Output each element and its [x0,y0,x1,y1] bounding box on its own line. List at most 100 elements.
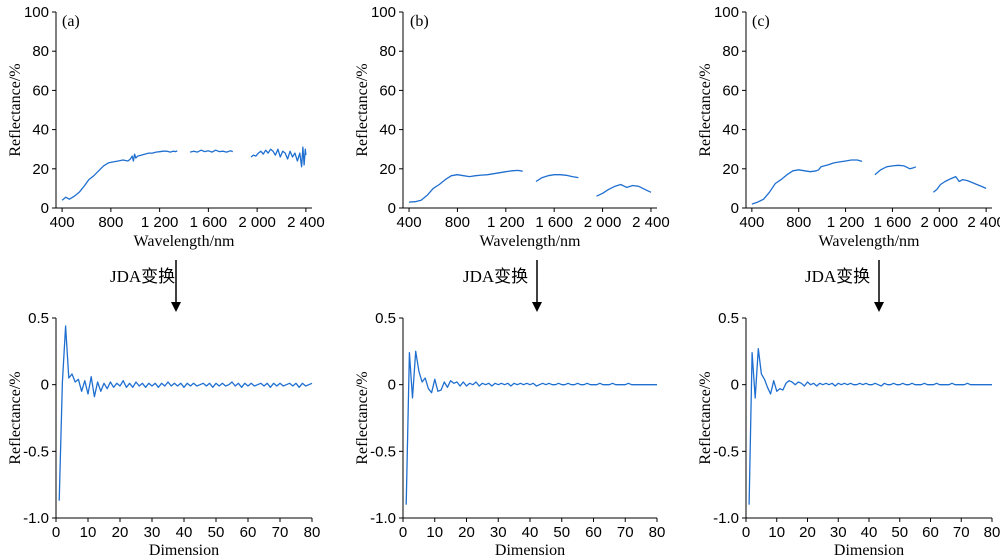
x-tick-label: 20 [112,524,129,541]
y-axis-label: Reflectance/% [697,63,714,156]
x-tick-label: 20 [799,524,816,541]
panel-tag: (b) [410,13,429,30]
x-tick-label: 70 [272,524,289,541]
x-tick-label: 50 [891,524,908,541]
y-tick-label: 80 [32,43,49,60]
x-tick-label: 60 [922,524,939,541]
y-tick-label: -0.5 [370,443,396,460]
y-tick-label: 20 [32,161,49,178]
chart-panel-4: 0 10 20 30 40 50 60 70 80 -1.0 -0.5 0 0.5 Dimension Re… [7,310,320,559]
y-tick-label: 0 [388,200,396,217]
x-tick-label: 0 [742,524,750,541]
y-tick-label: -1.0 [370,510,396,527]
y-tick-label: 0.5 [375,310,396,327]
y-tick-label: -1.0 [713,510,739,527]
x-tick-label: 30 [144,524,161,541]
chart-panel-3: 400 800 1 200 1 600 2 000 2 400 0 20 40 60 80 100 Wa… [697,4,1000,250]
x-tick-label: 2 400 [967,214,1000,231]
x-axis-label: Dimension [149,542,219,559]
y-tick-label: 0.5 [718,310,739,327]
y-tick-label: 20 [722,161,739,178]
x-tick-label: 2 400 [287,214,325,231]
x-axis-label: Dimension [495,542,565,559]
y-tick-label: -1.0 [23,510,49,527]
x-tick-label: 20 [458,524,475,541]
series-line-segment [874,164,917,176]
x-axis-label: Dimension [834,542,904,559]
y-tick-label: 80 [379,43,396,60]
series-line-segment [189,149,233,153]
y-tick-label: 0.5 [28,310,49,327]
x-tick-label: 400 [739,214,764,231]
arrow-a: JDA变换 [110,260,181,312]
y-tick-label: 100 [371,4,396,21]
x-tick-label: 40 [176,524,193,541]
x-tick-label: 40 [861,524,878,541]
arrow-label-c: JDA变换 [805,267,870,286]
y-axis-label: Reflectance/% [354,371,371,464]
x-tick-label: 70 [617,524,634,541]
x-tick-label: 0 [52,524,60,541]
series-line-segment [58,325,313,501]
x-tick-label: 400 [397,214,422,231]
arrow-c: JDA变换 [805,260,884,312]
y-tick-label: 0 [731,200,739,217]
series-line-segment [751,159,863,205]
y-tick-label: 100 [24,4,49,21]
panel-tag: (a) [62,13,80,30]
chart-panel-5: 0 10 20 30 40 50 60 70 80 -1.0 -0.5 0 0.5 Dimension Re… [354,310,665,559]
x-tick-label: 800 [445,214,470,231]
y-tick-label: 20 [379,161,396,178]
x-tick-label: 2 000 [238,214,276,231]
y-tick-label: 0 [731,377,739,394]
panels: 400 800 1 200 1 600 2 000 2 400020406080100Wa… [7,4,1000,559]
y-tick-label: 60 [379,82,396,99]
series-line-segment [61,150,178,201]
y-tick-label: 0 [41,377,49,394]
series-line-segment [596,183,652,197]
x-tick-label: 80 [984,524,1000,541]
x-tick-label: 30 [490,524,507,541]
x-axis-label: Wavelength/nm [480,233,581,250]
x-tick-label: 1 200 [827,214,865,231]
y-tick-label: 60 [32,82,49,99]
x-tick-label: 70 [953,524,970,541]
x-tick-label: 2 400 [632,214,670,231]
y-axis-label: Reflectance/% [7,371,24,464]
panel-tag: (c) [752,13,770,30]
x-tick-label: 30 [830,524,847,541]
x-axis-label: Wavelength/nm [819,233,920,250]
y-tick-label: 0 [41,200,49,217]
x-tick-label: 0 [399,524,407,541]
y-tick-label: -0.5 [713,443,739,460]
y-tick-label: 60 [722,82,739,99]
x-tick-label: 60 [240,524,257,541]
x-axis-label: Wavelength/nm [134,233,235,250]
y-tick-label: 80 [722,43,739,60]
x-tick-label: 40 [522,524,539,541]
x-tick-label: 50 [208,524,225,541]
arrow-label-b: JDA变换 [463,267,528,286]
x-tick-label: 60 [585,524,602,541]
y-tick-label: 40 [32,122,49,139]
x-tick-label: 1 200 [141,214,179,231]
series-line-segment [250,146,307,168]
x-tick-label: 80 [649,524,666,541]
y-tick-label: 40 [722,122,739,139]
arrow-head-b [532,302,542,312]
series-line-segment [408,169,523,203]
y-tick-label: -0.5 [23,443,49,460]
y-tick-label: 0 [388,377,396,394]
arrow-head-a [171,302,181,312]
x-tick-label: 1 600 [874,214,912,231]
series-line-segment [535,174,579,183]
x-tick-label: 2 000 [921,214,959,231]
x-tick-label: 400 [50,214,75,231]
series-line-segment [748,348,992,505]
x-tick-label: 80 [304,524,321,541]
y-axis-label: Reflectance/% [354,63,371,156]
x-tick-label: 1 200 [487,214,525,231]
arrow-label-a: JDA变换 [110,267,175,286]
chart-panel-2: 400 800 1 200 1 600 2 000 2 400 0 20 40 60 80 100 Wa… [354,4,670,250]
